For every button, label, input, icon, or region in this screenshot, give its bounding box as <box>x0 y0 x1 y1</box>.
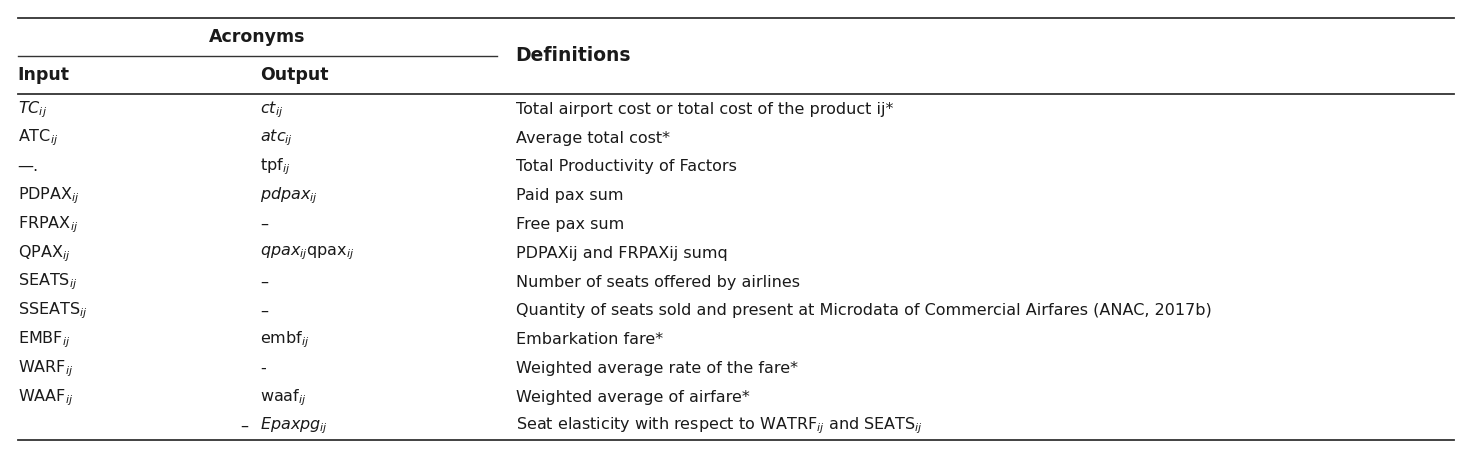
Text: tpf$_{ij}$: tpf$_{ij}$ <box>260 157 291 177</box>
Text: Paid pax sum: Paid pax sum <box>516 188 624 203</box>
Text: WAAF$_{ij}$: WAAF$_{ij}$ <box>18 387 73 408</box>
Text: –: – <box>260 217 267 232</box>
Text: –: – <box>241 418 248 434</box>
Text: $TC_{ij}$: $TC_{ij}$ <box>18 99 47 119</box>
Text: QPAX$_{ij}$: QPAX$_{ij}$ <box>18 243 70 264</box>
Text: Input: Input <box>18 66 70 84</box>
Text: $qpax_{ij}$qpax$_{ij}$: $qpax_{ij}$qpax$_{ij}$ <box>260 245 354 262</box>
Text: $Epaxpg_{ij}$: $Epaxpg_{ij}$ <box>260 416 329 436</box>
Text: Definitions: Definitions <box>516 46 631 66</box>
Text: waaf$_{ij}$: waaf$_{ij}$ <box>260 387 307 408</box>
Text: Seat elasticity with respect to WATRF$_{ij}$ and SEATS$_{ij}$: Seat elasticity with respect to WATRF$_{… <box>516 416 923 436</box>
Text: —.: —. <box>18 159 38 174</box>
Text: $pdpax_{ij}$: $pdpax_{ij}$ <box>260 185 318 206</box>
Text: SSEATS$_{ij}$: SSEATS$_{ij}$ <box>18 301 88 321</box>
Text: Quantity of seats sold and present at Microdata of Commercial Airfares (ANAC, 20: Quantity of seats sold and present at Mi… <box>516 304 1211 318</box>
Text: EMBF$_{ij}$: EMBF$_{ij}$ <box>18 330 70 350</box>
Text: PDPAX$_{ij}$: PDPAX$_{ij}$ <box>18 185 79 206</box>
Text: Weighted average of airfare*: Weighted average of airfare* <box>516 390 749 405</box>
Text: Weighted average rate of the fare*: Weighted average rate of the fare* <box>516 361 798 376</box>
Text: -: - <box>260 361 266 376</box>
Text: Total airport cost or total cost of the product ij*: Total airport cost or total cost of the … <box>516 102 893 117</box>
Text: Number of seats offered by airlines: Number of seats offered by airlines <box>516 275 799 290</box>
Text: Average total cost*: Average total cost* <box>516 131 669 145</box>
Text: –: – <box>260 304 267 318</box>
Text: Total Productivity of Factors: Total Productivity of Factors <box>516 159 736 174</box>
Text: SEATS$_{ij}$: SEATS$_{ij}$ <box>18 272 77 292</box>
Text: WARF$_{ij}$: WARF$_{ij}$ <box>18 358 73 379</box>
Text: Acronyms: Acronyms <box>209 28 305 46</box>
Text: FRPAX$_{ij}$: FRPAX$_{ij}$ <box>18 214 77 235</box>
Text: embf$_{ij}$: embf$_{ij}$ <box>260 330 310 350</box>
Text: PDPAXij and FRPAXij sumq: PDPAXij and FRPAXij sumq <box>516 246 728 261</box>
Text: Free pax sum: Free pax sum <box>516 217 624 232</box>
Text: Output: Output <box>260 66 329 84</box>
Text: Embarkation fare*: Embarkation fare* <box>516 332 663 347</box>
Text: $ct_{ij}$: $ct_{ij}$ <box>260 99 283 119</box>
Text: $atc_{ij}$: $atc_{ij}$ <box>260 128 294 148</box>
Text: ATC$_{ij}$: ATC$_{ij}$ <box>18 128 58 148</box>
Text: –: – <box>260 275 267 290</box>
